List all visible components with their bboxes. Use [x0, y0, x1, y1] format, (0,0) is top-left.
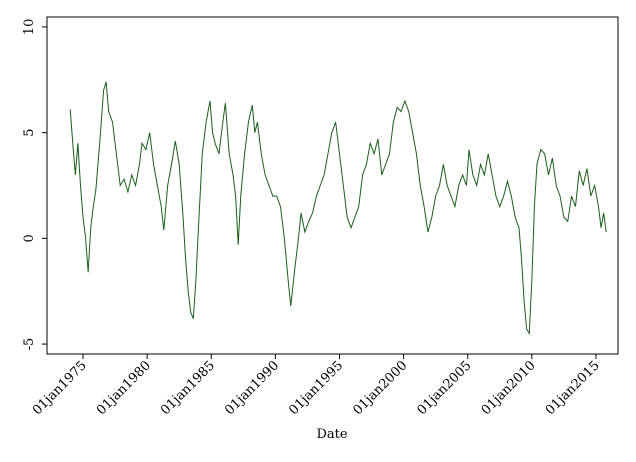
x-tick-label: 01jan1985 — [158, 358, 218, 418]
x-tick-label: 01jan2005 — [415, 358, 475, 418]
y-tick-label: -5 — [22, 338, 37, 351]
x-tick-label: 01jan1990 — [222, 358, 282, 418]
y-tick-label: 0 — [22, 234, 37, 242]
x-axis-title: Date — [316, 427, 347, 442]
x-tick-label: 01jan2015 — [543, 358, 603, 418]
y-tick-label: 5 — [22, 129, 37, 137]
x-tick-label: 01jan1980 — [94, 358, 154, 418]
x-tick-label: 01jan1975 — [30, 358, 90, 418]
data-line — [69, 81, 607, 336]
x-tick-label: 01jan2010 — [479, 358, 539, 418]
plot-frame — [46, 16, 619, 355]
y-tick-label: 10 — [22, 19, 37, 36]
x-tick-label: 01jan1995 — [286, 358, 346, 418]
x-tick-label: 01jan2000 — [350, 358, 410, 418]
